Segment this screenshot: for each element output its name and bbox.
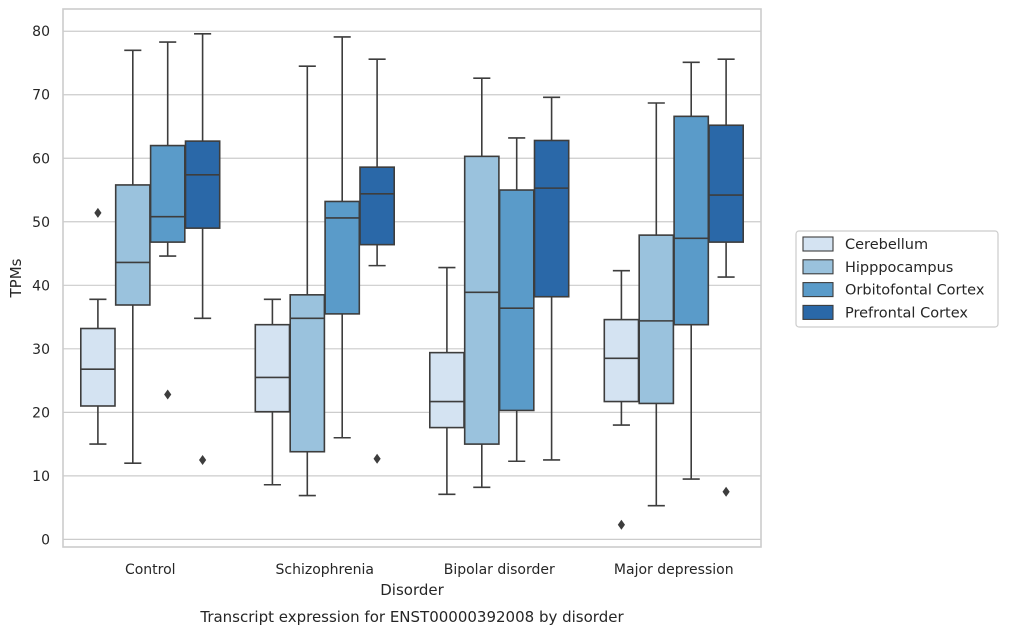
box-prefrontal-cortex — [184, 32, 221, 465]
y-tick-label: 10 — [32, 469, 50, 485]
outlier-point — [373, 453, 381, 464]
y-tick-label: 0 — [41, 532, 50, 548]
y-tick-label: 80 — [32, 24, 50, 40]
box-cerebellum — [79, 207, 116, 445]
legend-swatch — [802, 259, 834, 275]
box-orbitofontal-cortex — [673, 61, 710, 480]
iqr-box — [533, 139, 570, 298]
box-hipppocampus — [289, 65, 326, 497]
y-tick-label: 20 — [32, 405, 50, 421]
box-hipppocampus — [463, 77, 500, 489]
outlier-point — [164, 389, 172, 400]
iqr-box — [149, 144, 186, 243]
outlier-point — [94, 207, 102, 218]
box-orbitofontal-cortex — [498, 137, 535, 463]
plot-frame — [62, 8, 762, 548]
iqr-box — [254, 323, 291, 413]
box-cerebellum — [254, 298, 291, 486]
x-tick-label: Control — [125, 562, 176, 578]
iqr-box — [603, 318, 640, 403]
x-tick-label: Major depression — [614, 562, 734, 578]
box-hipppocampus — [114, 49, 151, 464]
iqr-box — [708, 124, 745, 243]
y-tick-label: 50 — [32, 215, 50, 231]
outlier-point — [617, 519, 625, 530]
x-axis-label: Disorder — [380, 581, 444, 599]
legend-item: Orbitofontal Cortex — [802, 282, 985, 299]
box-orbitofontal-cortex — [324, 36, 361, 439]
box-cerebellum — [603, 269, 640, 530]
legend-label: Prefrontal Cortex — [845, 305, 968, 321]
box-orbitofontal-cortex — [149, 41, 186, 400]
iqr-box — [359, 166, 396, 246]
chart-caption: Transcript expression for ENST0000039200… — [199, 608, 624, 626]
box-prefrontal-cortex — [359, 58, 396, 464]
box-hipppocampus — [638, 102, 675, 507]
box-prefrontal-cortex — [533, 96, 570, 461]
iqr-box — [498, 189, 535, 412]
y-tick-label: 70 — [32, 88, 50, 104]
y-tick-label: 40 — [32, 278, 50, 294]
box-prefrontal-cortex — [708, 58, 745, 497]
x-tick-label: Schizophrenia — [276, 562, 374, 578]
iqr-box — [638, 234, 675, 405]
legend-label: Orbitofontal Cortex — [845, 283, 985, 299]
legend-swatch — [802, 236, 834, 252]
y-tick-label: 30 — [32, 342, 50, 358]
legend-frame — [795, 230, 999, 328]
legend-item: Prefrontal Cortex — [802, 304, 968, 321]
iqr-box — [289, 294, 326, 453]
boxes — [79, 32, 745, 530]
box-cerebellum — [428, 266, 465, 496]
iqr-box — [114, 184, 151, 306]
y-tick-label: 60 — [32, 151, 50, 167]
y-axis-label: TPMs — [7, 258, 25, 298]
legend-swatch — [802, 304, 834, 320]
x-tick-labels: Control Schizophrenia Bipolar disorder Majo… — [125, 562, 734, 578]
iqr-box — [463, 155, 500, 445]
legend-item: Cerebellum — [802, 236, 928, 253]
legend-item: Hipppocampus — [802, 259, 953, 276]
legend-swatch — [802, 282, 834, 298]
iqr-box — [428, 351, 465, 429]
iqr-box — [184, 140, 221, 229]
x-tick-label: Bipolar disorder — [444, 562, 555, 578]
outlier-point — [199, 454, 207, 465]
legend-label: Hipppocampus — [845, 260, 953, 276]
iqr-box — [673, 115, 710, 326]
legend: Cerebellum Hipppocampus Orbitofontal Corte… — [795, 230, 999, 328]
outlier-point — [722, 486, 730, 497]
iqr-box — [324, 200, 361, 315]
legend-label: Cerebellum — [845, 237, 928, 253]
y-tick-labels: 0 10 20 30 40 50 60 70 80 — [32, 24, 50, 548]
iqr-box — [79, 327, 116, 407]
